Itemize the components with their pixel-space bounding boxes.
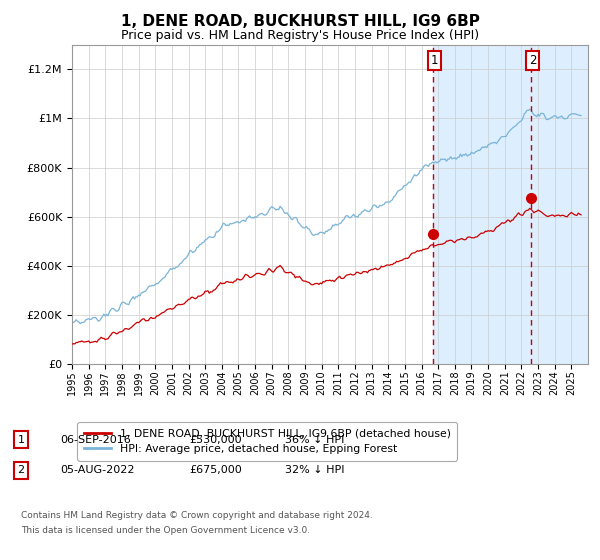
Text: 2: 2	[17, 465, 25, 475]
Text: Contains HM Land Registry data © Crown copyright and database right 2024.: Contains HM Land Registry data © Crown c…	[21, 511, 373, 520]
Text: This data is licensed under the Open Government Licence v3.0.: This data is licensed under the Open Gov…	[21, 526, 310, 535]
Legend: 1, DENE ROAD, BUCKHURST HILL, IG9 6BP (detached house), HPI: Average price, deta: 1, DENE ROAD, BUCKHURST HILL, IG9 6BP (d…	[77, 422, 457, 460]
Text: 2: 2	[529, 54, 536, 67]
Text: £675,000: £675,000	[189, 465, 242, 475]
Text: Price paid vs. HM Land Registry's House Price Index (HPI): Price paid vs. HM Land Registry's House …	[121, 29, 479, 42]
Text: 06-SEP-2016: 06-SEP-2016	[60, 435, 131, 445]
Bar	[433, 45, 588, 364]
Text: 05-AUG-2022: 05-AUG-2022	[60, 465, 134, 475]
Text: 1, DENE ROAD, BUCKHURST HILL, IG9 6BP: 1, DENE ROAD, BUCKHURST HILL, IG9 6BP	[121, 14, 479, 29]
Text: £530,000: £530,000	[189, 435, 242, 445]
Text: 1: 1	[431, 54, 438, 67]
Text: 1: 1	[17, 435, 25, 445]
Text: 36% ↓ HPI: 36% ↓ HPI	[285, 435, 344, 445]
Text: 32% ↓ HPI: 32% ↓ HPI	[285, 465, 344, 475]
